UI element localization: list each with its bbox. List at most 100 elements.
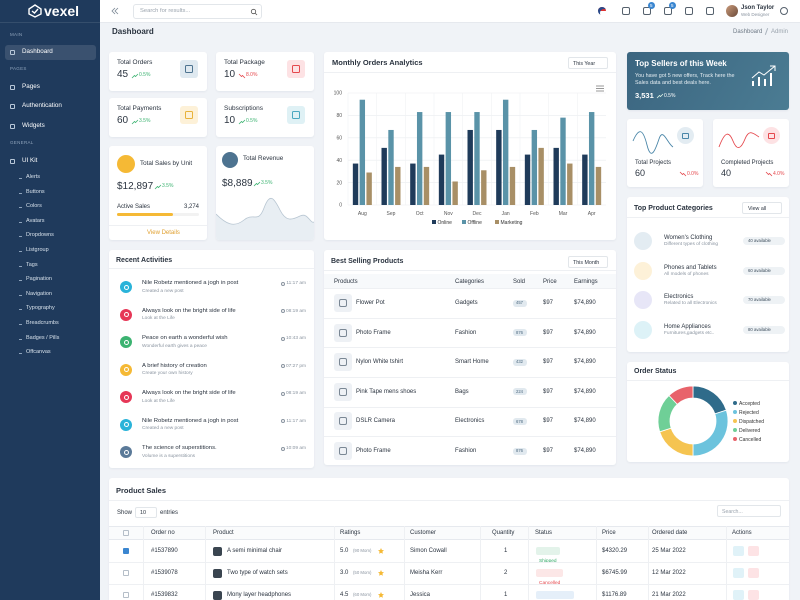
header-icon[interactable] <box>685 7 693 15</box>
image-glyph <box>339 417 347 426</box>
product-image <box>334 412 352 431</box>
settings-icon[interactable] <box>780 7 788 15</box>
bullet <box>19 338 22 340</box>
stat-card: Total Orders 45 0.5% <box>109 52 207 91</box>
row-checkbox[interactable] <box>123 548 129 554</box>
edit-button[interactable] <box>733 568 744 578</box>
submenu-item[interactable]: Colors <box>26 203 42 210</box>
trend-line <box>131 73 139 79</box>
y-tick-label: 20 <box>336 180 342 186</box>
trend-icon <box>253 181 261 187</box>
select-text: 10 <box>140 510 147 516</box>
row-checkbox[interactable] <box>123 570 129 576</box>
clock-icon <box>281 446 285 451</box>
submenu-item[interactable]: Typography <box>26 305 55 312</box>
product-price: $97 <box>543 388 554 395</box>
project-change: 4.0% <box>773 170 785 177</box>
breadcrumb[interactable]: Dashboard <box>733 29 763 35</box>
column-header: Ordered date <box>652 530 688 536</box>
menu-item[interactable]: Widgets <box>22 122 45 129</box>
activity-time: 07:27 pm <box>285 363 306 369</box>
order-status-card: Order Status Accepted Rejected Dispatched De… <box>627 362 789 462</box>
menu-item[interactable]: Dashboard <box>22 48 53 55</box>
flag-icon[interactable] <box>598 7 606 15</box>
active-label: Active Sales <box>117 204 151 210</box>
divider <box>324 436 616 438</box>
submenu-item[interactable]: Navigation <box>26 290 52 297</box>
breadcrumb-separator <box>764 28 769 35</box>
submenu-item[interactable]: Alerts <box>26 174 41 180</box>
submenu-item[interactable]: Listgroup <box>26 247 49 253</box>
header-icon[interactable] <box>643 7 651 15</box>
edit-button[interactable] <box>733 590 744 600</box>
bar <box>560 117 566 205</box>
column-border <box>205 526 206 600</box>
customer: Jessica <box>410 592 431 598</box>
category-desc: All models of phones <box>664 271 709 277</box>
header-icon[interactable] <box>706 7 714 15</box>
entries-select[interactable]: 10 <box>135 507 157 518</box>
legend-label: Marketing <box>501 220 523 226</box>
bar <box>582 154 588 205</box>
badge-text: 40 available <box>748 238 771 243</box>
doughnut-segment <box>668 385 694 405</box>
view-all-button[interactable]: View all <box>742 202 782 214</box>
view-details[interactable]: View Details <box>147 230 180 236</box>
icon-glyph <box>123 394 129 400</box>
divider <box>324 270 616 271</box>
legend-swatch <box>432 220 436 224</box>
lens <box>250 8 257 15</box>
header-checkbox[interactable] <box>123 530 129 536</box>
edit-button[interactable] <box>733 546 744 556</box>
badge-text: 60 available <box>748 267 771 273</box>
icon-glyph <box>292 65 300 73</box>
stat-icon <box>287 106 305 124</box>
table-search[interactable]: Search... <box>717 505 781 517</box>
clock-icon <box>281 364 285 368</box>
menu-item[interactable]: Pages <box>22 83 40 90</box>
legend-label: Rejected <box>739 410 759 416</box>
submenu-item[interactable]: Pagination <box>26 276 52 283</box>
image-glyph <box>339 447 347 455</box>
bar <box>538 147 544 205</box>
legend-swatch <box>462 220 466 224</box>
header: Search for results... 5 5 Json Taylor Web De… <box>100 0 800 23</box>
row-checkbox[interactable] <box>123 592 129 598</box>
bar <box>452 181 458 205</box>
submenu-item[interactable]: Badges / Pills <box>26 334 60 341</box>
delete-button[interactable] <box>748 546 759 556</box>
filter-select[interactable]: This Month <box>568 256 608 268</box>
divider <box>109 500 789 501</box>
submenu-item[interactable]: Buttons <box>26 188 45 195</box>
menu-item[interactable]: Authentication <box>22 102 62 109</box>
reviews: (50 Mom) <box>353 569 372 575</box>
search-box[interactable]: Search for results... <box>133 4 262 19</box>
delete-button[interactable] <box>748 590 759 600</box>
status-badge: Under Process <box>536 591 574 599</box>
filter-select[interactable]: This Year <box>568 57 608 69</box>
ordered-date: 25 Mar 2022 <box>652 548 686 554</box>
submenu-item[interactable]: Offcanvas <box>26 349 51 356</box>
submenu-item[interactable]: Avatars <box>26 217 45 224</box>
badge-text: 70 available <box>748 297 771 302</box>
header-icon[interactable] <box>622 7 630 15</box>
search-placeholder: Search... <box>722 508 743 515</box>
card-title: Recent Activities <box>116 257 173 264</box>
activity-text: The science of superstitions. <box>142 445 217 451</box>
category-badge: 60 available <box>743 266 785 275</box>
activity-sub: Wonderful earth gives a peace <box>142 343 207 349</box>
header-icon[interactable] <box>664 7 672 15</box>
category-desc: Furnitures,gadgets etc.. <box>664 330 715 336</box>
star <box>378 548 384 554</box>
badge-text: 5 <box>650 2 653 8</box>
price: $4320.29 <box>602 548 628 554</box>
category-desc: Related to all Electronics <box>664 301 717 306</box>
submenu-item[interactable]: Dropdowns <box>26 232 54 239</box>
column-border <box>334 526 335 600</box>
column-header: Status <box>535 530 553 536</box>
delete-button[interactable] <box>748 568 759 578</box>
menu-item[interactable]: UI Kit <box>22 157 38 164</box>
submenu-item[interactable]: Breadcrumbs <box>26 320 59 326</box>
column-border <box>404 526 405 600</box>
submenu-item[interactable]: Tags <box>26 261 38 268</box>
